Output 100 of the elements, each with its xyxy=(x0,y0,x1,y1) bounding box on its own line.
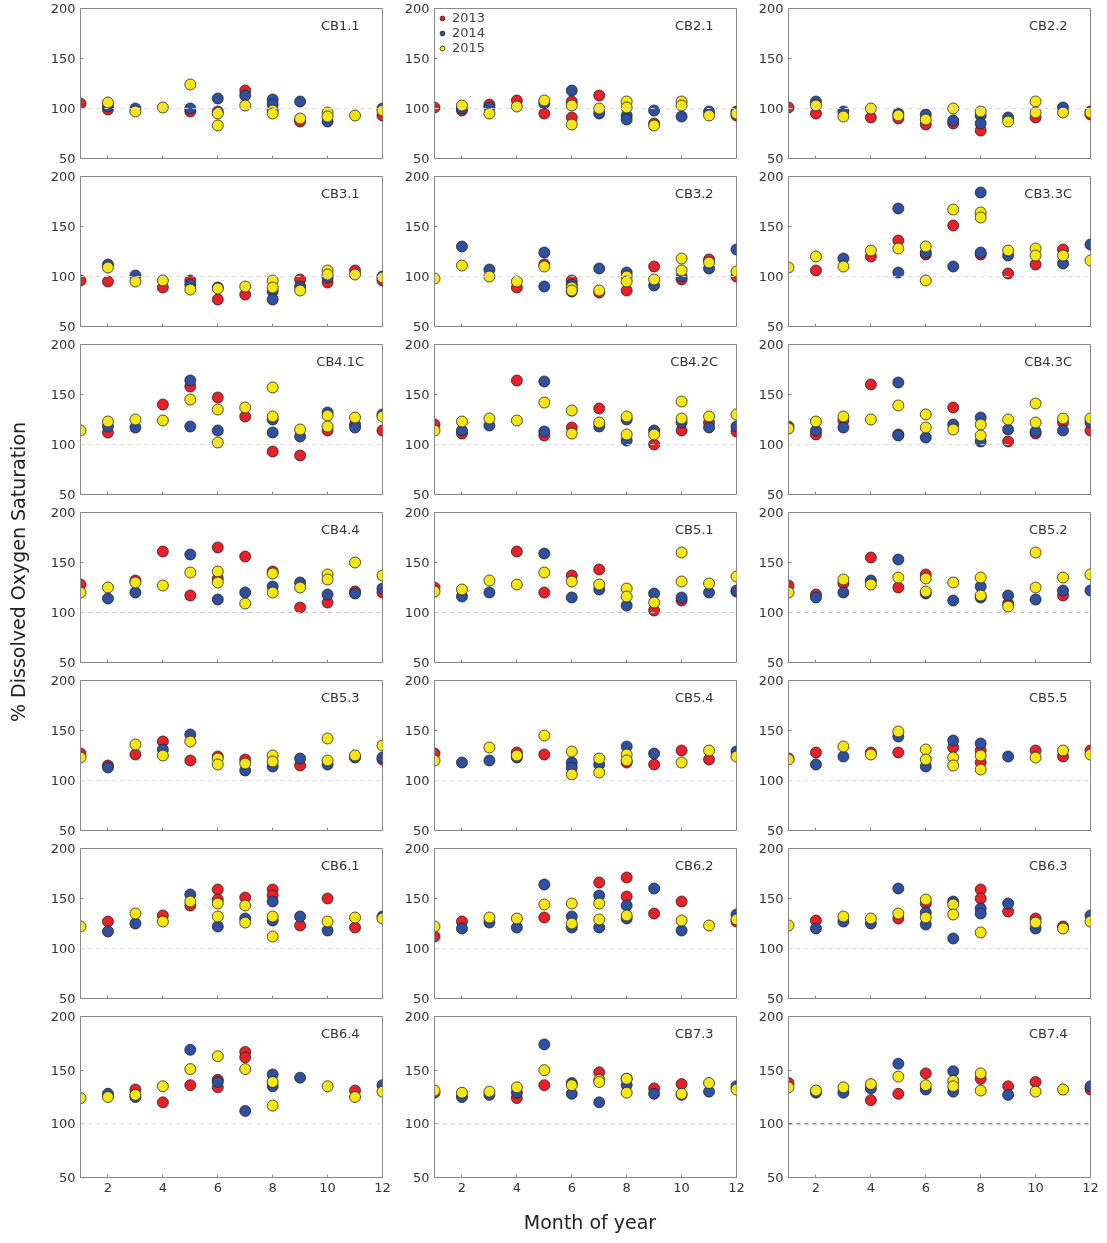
y-tick-label: 50 xyxy=(58,487,76,502)
y-tick-label: 100 xyxy=(758,773,784,788)
y-tick-label: 100 xyxy=(50,773,76,788)
y-tick-label: 150 xyxy=(404,219,430,234)
y-tick-label: 50 xyxy=(412,991,430,1006)
y-tick-label: 50 xyxy=(58,991,76,1006)
y-tick-label: 150 xyxy=(50,387,76,402)
y-tick-label: 100 xyxy=(758,1116,784,1132)
y-tick-label: 150 xyxy=(758,219,784,234)
x-tick-label: 4 xyxy=(158,1179,168,1195)
text: CB7.4 xyxy=(1028,1026,1068,1042)
y-tick-label: 200 xyxy=(758,841,784,856)
y-tick-label: 200 xyxy=(404,169,430,184)
y-tick-label: 150 xyxy=(50,723,76,738)
y-tick-label: 200 xyxy=(758,1009,784,1024)
y-tick-label: 50 xyxy=(412,823,430,838)
text: CB5.1 xyxy=(674,521,714,537)
y-tick-label: 150 xyxy=(404,723,430,738)
y-tick-label: 150 xyxy=(50,555,76,570)
y-tick-label: 50 xyxy=(412,487,430,502)
y-tick-label: 50 xyxy=(766,487,784,502)
text: CB3.1 xyxy=(320,185,360,201)
y-tick-label: 100 xyxy=(404,269,430,284)
y-tick-label: 150 xyxy=(50,1062,76,1078)
x-tick-label: 10 xyxy=(319,1179,336,1195)
y-tick-label: 200 xyxy=(404,673,430,688)
y-tick-label: 200 xyxy=(50,841,76,856)
text: CB3.2 xyxy=(674,185,714,201)
y-tick-label: 100 xyxy=(404,1116,430,1132)
x-tick-label: 8 xyxy=(622,1179,631,1195)
x-tick-label: 8 xyxy=(268,1179,277,1195)
x-tick-label: 10 xyxy=(673,1179,690,1195)
text: CB4.2C xyxy=(670,353,719,369)
text: CB1.1 xyxy=(320,17,360,33)
y-tick-label: 100 xyxy=(758,437,784,452)
text: CB7.3 xyxy=(674,1026,714,1042)
x-tick-label: 6 xyxy=(213,1179,222,1195)
y-tick-label: 150 xyxy=(404,891,430,906)
y-tick-label: 100 xyxy=(50,101,76,116)
y-tick-label: 150 xyxy=(758,723,784,738)
text: CB4.3C xyxy=(1024,353,1073,369)
y-tick-label: 100 xyxy=(404,437,430,452)
x-tick-label: 4 xyxy=(866,1179,876,1195)
y-tick-label: 100 xyxy=(758,605,784,620)
y-tick-label: 50 xyxy=(766,655,784,670)
y-tick-label: 150 xyxy=(50,51,76,66)
y-tick-label: 100 xyxy=(50,941,76,956)
y-tick-label: 50 xyxy=(58,823,76,838)
y-tick-label: 50 xyxy=(766,319,784,334)
y-tick-label: 50 xyxy=(766,1170,784,1185)
legend-label: 2015 xyxy=(452,40,486,55)
y-tick-label: 150 xyxy=(758,51,784,66)
text: CB6.3 xyxy=(1028,857,1068,873)
x-tick-label: 4 xyxy=(512,1179,522,1195)
y-tick-label: 50 xyxy=(766,991,784,1006)
y-tick-label: 150 xyxy=(758,891,784,906)
y-tick-label: 200 xyxy=(404,505,430,520)
text: CB5.4 xyxy=(674,689,714,705)
y-tick-label: 200 xyxy=(50,673,76,688)
y-tick-label: 200 xyxy=(50,169,76,184)
legend-label: 2014 xyxy=(452,25,486,40)
y-tick-label: 200 xyxy=(50,1,76,16)
y-tick-label: 100 xyxy=(50,1116,76,1132)
y-tick-label: 100 xyxy=(404,605,430,620)
y-tick-label: 100 xyxy=(404,773,430,788)
legend-label: 2013 xyxy=(452,10,486,25)
y-tick-label: 200 xyxy=(404,337,430,352)
y-tick-label: 100 xyxy=(50,437,76,452)
x-tick-label: 2 xyxy=(811,1179,821,1195)
y-tick-label: 200 xyxy=(758,169,784,184)
y-tick-label: 100 xyxy=(404,101,430,116)
y-tick-label: 200 xyxy=(404,1,430,16)
y-tick-label: 200 xyxy=(758,673,784,688)
y-tick-label: 200 xyxy=(404,1009,430,1024)
y-tick-label: 50 xyxy=(58,151,76,166)
text: CB4.1C xyxy=(316,353,365,369)
y-tick-label: 50 xyxy=(58,1170,76,1185)
y-tick-label: 100 xyxy=(50,269,76,284)
y-tick-label: 100 xyxy=(758,269,784,284)
y-tick-label: 50 xyxy=(412,319,430,334)
x-tick-label: 10 xyxy=(1027,1179,1044,1195)
x-tick-label: 12 xyxy=(1082,1179,1099,1195)
y-tick-label: 150 xyxy=(404,555,430,570)
y-tick-label: 200 xyxy=(758,1,784,16)
y-tick-label: 50 xyxy=(412,1170,430,1185)
text: CB3.3C xyxy=(1024,185,1073,201)
text: CB6.2 xyxy=(674,857,714,873)
y-tick-label: 50 xyxy=(766,151,784,166)
y-tick-label: 150 xyxy=(50,891,76,906)
text: CB4.4 xyxy=(320,521,360,537)
y-tick-label: 50 xyxy=(766,823,784,838)
y-tick-label: 150 xyxy=(50,219,76,234)
x-tick-label: 8 xyxy=(976,1179,985,1195)
text: CB6.4 xyxy=(320,1026,360,1042)
text: CB2.2 xyxy=(1028,17,1068,33)
y-tick-label: 150 xyxy=(404,51,430,66)
x-tick-label: 12 xyxy=(374,1179,391,1195)
x-tick-label: 12 xyxy=(728,1179,745,1195)
y-tick-label: 100 xyxy=(404,941,430,956)
text: CB5.3 xyxy=(320,689,360,705)
